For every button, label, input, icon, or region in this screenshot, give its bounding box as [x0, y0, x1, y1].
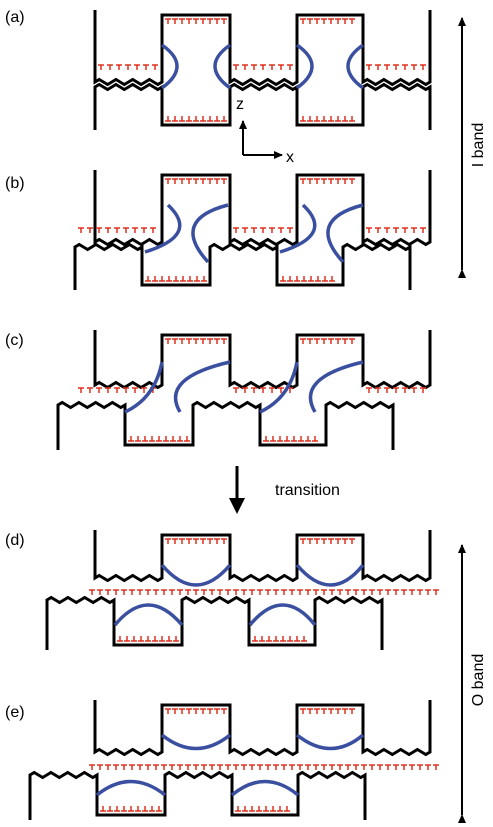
dislocation-marks	[300, 179, 355, 184]
dislocation-loop	[97, 782, 165, 796]
i-band-label: I band	[470, 123, 487, 167]
dislocation-marks	[366, 388, 426, 393]
dislocation-loop	[328, 205, 363, 262]
dislocation-marks	[145, 276, 207, 281]
dislocation-marks	[78, 228, 156, 233]
dislocation-marks	[233, 228, 293, 233]
dislocation-marks	[300, 709, 355, 714]
dislocation-loop	[115, 605, 182, 625]
dislocation-marks	[300, 116, 355, 121]
dislocation-marks	[78, 388, 156, 393]
top-profile	[95, 330, 430, 388]
dislocation-marks	[300, 19, 355, 24]
top-profile	[95, 10, 430, 85]
o-band-label: O band	[470, 654, 487, 706]
transition-label: transition	[275, 482, 340, 499]
panel-label: (d)	[5, 532, 25, 549]
dislocation-loop	[232, 782, 298, 796]
dislocation-marks	[300, 339, 355, 344]
dislocation-marks	[165, 19, 227, 24]
bottom-profile	[30, 773, 365, 821]
dislocation-marks	[165, 339, 227, 344]
dislocation-marks	[100, 806, 162, 811]
bottom-profile	[58, 403, 393, 451]
dislocation-loop	[297, 45, 312, 88]
dislocation-loop	[348, 45, 363, 88]
dislocation-marks	[366, 228, 426, 233]
dislocation-loop	[215, 45, 230, 88]
dislocation-marks	[165, 116, 227, 121]
dislocation-loop	[297, 565, 363, 585]
dislocation-loop	[162, 45, 177, 88]
panel-label: (a)	[5, 9, 25, 26]
dislocation-loop	[162, 565, 230, 585]
transition-arrow-head	[229, 498, 245, 514]
z-label: z	[236, 96, 244, 113]
dislocation-marks	[366, 65, 426, 70]
bottom-profile	[95, 85, 430, 131]
dislocation-marks	[117, 636, 179, 641]
panel-label: (e)	[5, 704, 25, 721]
figure: (a) (b) (c) (d) (e) z x I band transitio…	[0, 0, 493, 827]
dislocation-marks	[233, 65, 293, 70]
bottom-profile	[47, 598, 382, 651]
dislocation-loop	[250, 605, 315, 625]
panel-label: (c)	[5, 332, 24, 349]
top-profile	[95, 170, 430, 245]
dislocation-marks	[128, 436, 190, 441]
x-label: x	[286, 149, 294, 166]
panel-label: (b)	[5, 175, 25, 192]
dislocation-marks	[165, 539, 227, 544]
dislocation-marks	[263, 436, 318, 441]
dislocation-marks	[300, 539, 355, 544]
top-profile	[95, 700, 430, 755]
dislocation-marks	[235, 806, 290, 811]
top-profile	[95, 530, 430, 581]
bottom-profile	[75, 245, 410, 291]
dislocation-loop	[297, 735, 363, 749]
dislocation-marks	[89, 765, 439, 770]
dislocation-loop	[162, 735, 230, 749]
dislocation-marks	[98, 65, 158, 70]
dislocation-marks	[89, 590, 439, 595]
dislocation-marks	[165, 709, 227, 714]
dislocation-loop	[310, 362, 363, 412]
dislocation-marks	[252, 636, 307, 641]
dislocation-marks	[280, 276, 335, 281]
dislocation-marks	[165, 179, 227, 184]
